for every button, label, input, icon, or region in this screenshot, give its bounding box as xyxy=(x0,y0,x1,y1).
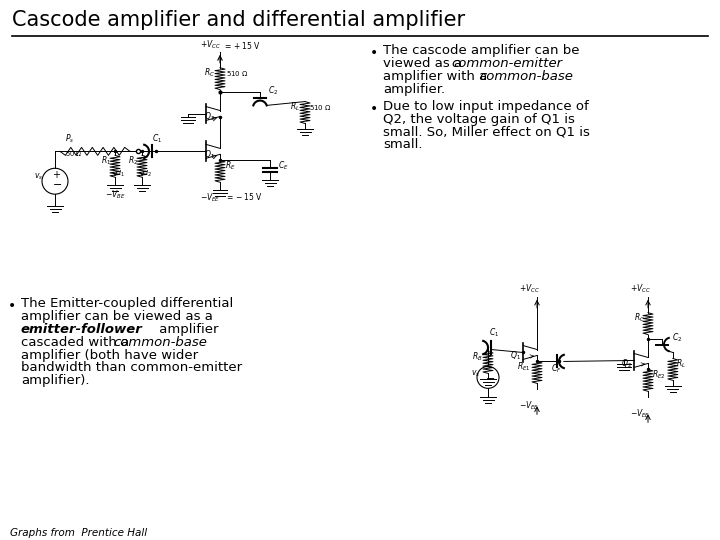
Text: $Q_2$: $Q_2$ xyxy=(621,357,632,370)
Text: Cascode amplifier and differential amplifier: Cascode amplifier and differential ampli… xyxy=(12,10,465,30)
Text: small.: small. xyxy=(383,138,423,151)
Text: The Emitter-coupled differential: The Emitter-coupled differential xyxy=(21,297,233,310)
Text: The cascode amplifier can be: The cascode amplifier can be xyxy=(383,44,580,57)
Text: amplifier.: amplifier. xyxy=(383,83,445,96)
Text: $-V_{EE}$: $-V_{EE}$ xyxy=(630,407,650,420)
Text: $C_1$: $C_1$ xyxy=(489,327,499,339)
Text: 510 $\Omega$: 510 $\Omega$ xyxy=(309,103,332,112)
Text: $C_E$: $C_E$ xyxy=(278,159,289,172)
Text: $-$: $-$ xyxy=(485,373,495,382)
Text: $Q_1$: $Q_1$ xyxy=(204,148,215,161)
Text: common-base: common-base xyxy=(479,70,573,83)
Text: $R_L$: $R_L$ xyxy=(290,100,300,113)
Text: $I_1$: $I_1$ xyxy=(118,169,125,179)
Text: •: • xyxy=(370,46,378,60)
Text: $R_1$: $R_1$ xyxy=(101,154,111,167)
Text: $+V_{CC}$: $+V_{CC}$ xyxy=(519,282,540,295)
Text: amplifier).: amplifier). xyxy=(21,374,89,387)
Text: $v_s$: $v_s$ xyxy=(471,368,480,379)
Text: $C_F$: $C_F$ xyxy=(551,362,562,375)
Text: $C_2$: $C_2$ xyxy=(672,332,683,344)
Text: small. So, Miller effect on Q1 is: small. So, Miller effect on Q1 is xyxy=(383,125,590,138)
Text: common-base: common-base xyxy=(113,335,207,348)
Text: $R_B$: $R_B$ xyxy=(472,350,482,363)
Text: amplifier: amplifier xyxy=(121,322,218,336)
Text: $C_1$: $C_1$ xyxy=(152,132,162,145)
Text: common-emitter: common-emitter xyxy=(451,57,562,70)
Text: $R_C$: $R_C$ xyxy=(634,312,645,324)
Text: •: • xyxy=(8,299,17,313)
Text: $= -15$ V: $= -15$ V xyxy=(225,191,263,202)
Text: viewed as a: viewed as a xyxy=(383,57,467,70)
Text: $-V_{BE}$: $-V_{BE}$ xyxy=(105,188,126,201)
Text: $C_2$: $C_2$ xyxy=(268,85,278,97)
Text: $R_C$: $R_C$ xyxy=(204,66,215,79)
Text: $+V_{CC}$: $+V_{CC}$ xyxy=(630,282,651,295)
Text: emitter-follower: emitter-follower xyxy=(21,322,143,336)
Text: $Q_1$: $Q_1$ xyxy=(510,349,521,362)
Text: amplifier can be viewed as a: amplifier can be viewed as a xyxy=(21,309,213,323)
Text: $= +15$ V: $= +15$ V xyxy=(223,40,261,51)
Text: 510 $\Omega$: 510 $\Omega$ xyxy=(226,69,248,78)
Text: Graphs from  Prentice Hall: Graphs from Prentice Hall xyxy=(10,528,147,538)
Text: $R_E$: $R_E$ xyxy=(225,159,235,172)
Text: $-V_{EE}$: $-V_{EE}$ xyxy=(519,399,539,412)
Text: +: + xyxy=(52,170,60,180)
Text: $-$: $-$ xyxy=(52,178,62,188)
Text: Q2, the voltage gain of Q1 is: Q2, the voltage gain of Q1 is xyxy=(383,112,575,125)
Text: 50 $\Omega$: 50 $\Omega$ xyxy=(65,150,82,158)
Text: $R_{E2}$: $R_{E2}$ xyxy=(652,368,665,381)
Text: $+V_{CC}$: $+V_{CC}$ xyxy=(200,38,221,51)
Text: •: • xyxy=(370,102,378,116)
Text: $R_{E1}$: $R_{E1}$ xyxy=(517,360,531,373)
Text: amplifier (both have wider: amplifier (both have wider xyxy=(21,348,198,361)
Text: $v_s$: $v_s$ xyxy=(34,171,43,182)
Text: Due to low input impedance of: Due to low input impedance of xyxy=(383,99,589,112)
Text: $Q_2$: $Q_2$ xyxy=(204,111,215,123)
Text: amplifier with a: amplifier with a xyxy=(383,70,492,83)
Text: bandwidth than common-emitter: bandwidth than common-emitter xyxy=(21,361,242,374)
Text: cascaded with a: cascaded with a xyxy=(21,335,133,348)
Text: $I_2$: $I_2$ xyxy=(145,169,152,179)
Text: $P_s$: $P_s$ xyxy=(65,132,74,145)
Text: $R_L$: $R_L$ xyxy=(676,357,686,370)
Text: $R_2$: $R_2$ xyxy=(128,154,138,167)
Text: $-V_{EE}$: $-V_{EE}$ xyxy=(200,191,220,204)
